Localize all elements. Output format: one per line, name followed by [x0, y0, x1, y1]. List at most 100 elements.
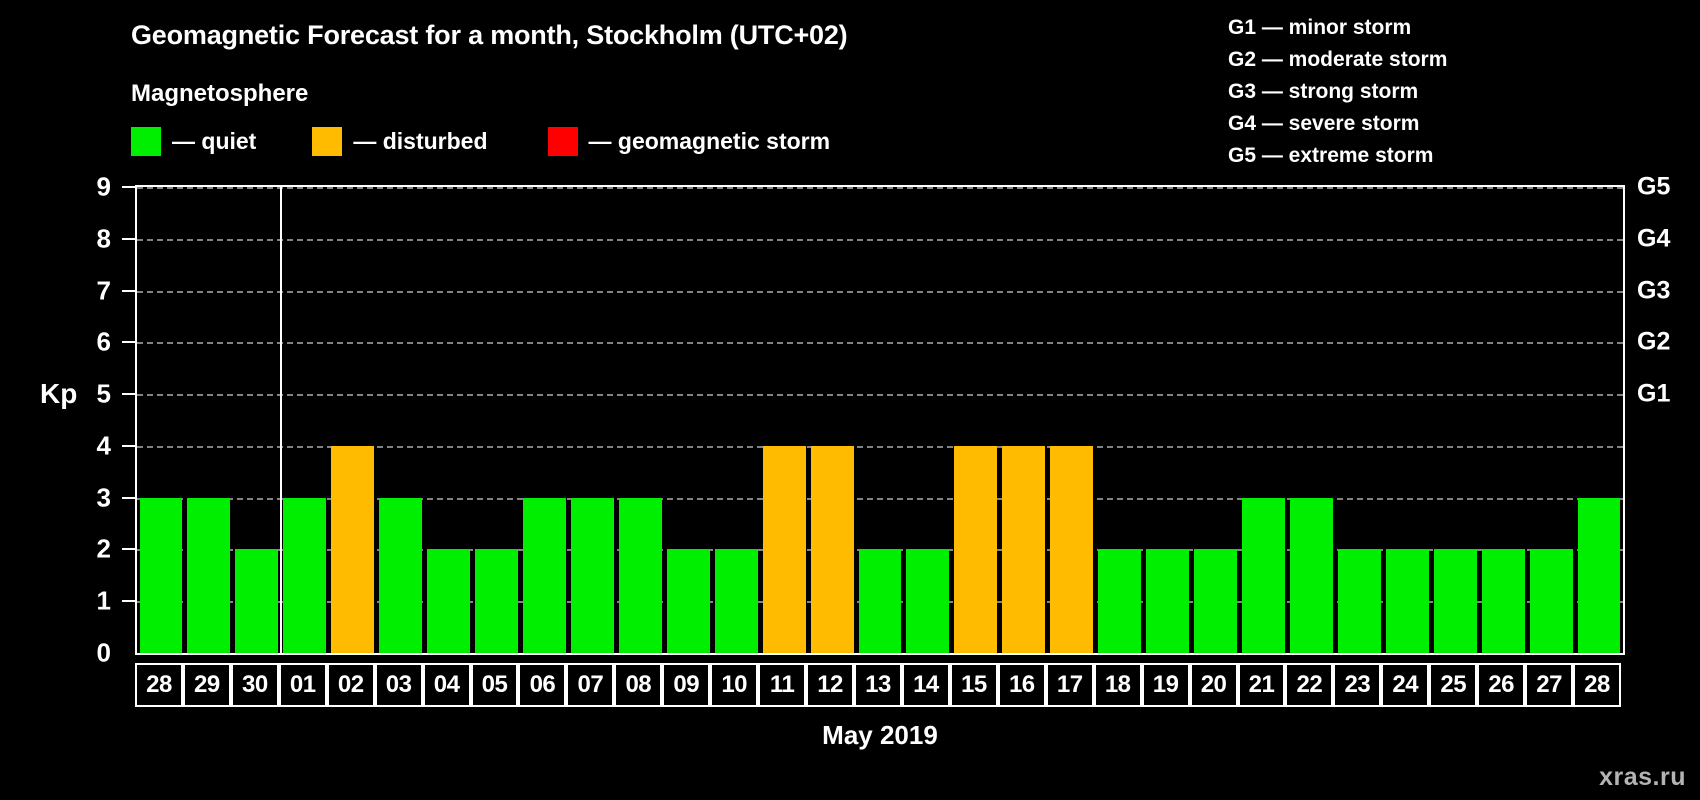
y-tick-label-8: 8: [96, 223, 111, 254]
y-tick-mark: [122, 548, 135, 551]
bar-02[interactable]: [331, 445, 375, 653]
bar-19[interactable]: [1146, 549, 1190, 653]
bar-06[interactable]: [522, 497, 566, 653]
date-label-9[interactable]: 07: [566, 663, 615, 707]
gridline: [137, 238, 1623, 241]
bar-08[interactable]: [618, 497, 662, 653]
bar-15[interactable]: [954, 445, 998, 653]
legend-label-geomagnetic-storm: — geomagnetic storm: [588, 127, 831, 154]
bar-17[interactable]: [1050, 445, 1094, 653]
date-label-26[interactable]: 24: [1381, 663, 1430, 707]
g-tick-label-G4: G4: [1637, 224, 1671, 253]
gridline: [137, 290, 1623, 293]
date-label-3[interactable]: 01: [278, 663, 327, 707]
date-label-12[interactable]: 10: [710, 663, 759, 707]
date-label-27[interactable]: 25: [1429, 663, 1478, 707]
bar-13[interactable]: [858, 549, 902, 653]
y-tick-label-7: 7: [96, 275, 111, 306]
bar-24[interactable]: [1385, 549, 1429, 653]
legend-entry-quiet: — quiet: [131, 126, 256, 156]
bar-23[interactable]: [1337, 549, 1381, 653]
bar-18[interactable]: [1098, 549, 1142, 653]
legend-swatch-geomagnetic-storm: [547, 126, 578, 156]
y-tick-mark: [122, 341, 135, 344]
y-tick-label-0: 0: [96, 637, 111, 668]
y-tick-mark: [122, 496, 135, 499]
date-label-11[interactable]: 09: [662, 663, 711, 707]
date-label-14[interactable]: 12: [806, 663, 855, 707]
date-label-10[interactable]: 08: [614, 663, 663, 707]
bar-20[interactable]: [1194, 549, 1237, 653]
date-axis: 28 29 30 01 02 03 04 05 06 07 08 09 10 11 12 13 14 15 16 17…: [135, 663, 1625, 707]
bar-11[interactable]: [762, 445, 806, 653]
x-axis-title: May 2019: [822, 720, 938, 750]
legend-swatch-quiet: [131, 126, 161, 156]
y-tick-mark: [122, 444, 135, 447]
date-label-2[interactable]: 30: [230, 663, 279, 707]
y-tick-mark: [122, 600, 135, 603]
bar-26[interactable]: [1481, 549, 1525, 653]
bar-10[interactable]: [714, 549, 758, 653]
g-scale-legend-row: G2 — moderate storm: [1228, 48, 1448, 71]
date-label-6[interactable]: 04: [422, 663, 471, 707]
bar-04[interactable]: [427, 549, 471, 653]
bar-21[interactable]: [1242, 497, 1285, 653]
bar-28[interactable]: [139, 497, 183, 653]
date-label-8[interactable]: 06: [518, 663, 567, 707]
bar-12[interactable]: [810, 445, 854, 653]
g-tick-label-G2: G2: [1637, 327, 1671, 356]
date-label-19[interactable]: 17: [1045, 663, 1094, 707]
bar-09[interactable]: [666, 549, 710, 653]
g-tick-label-G5: G5: [1637, 172, 1671, 201]
date-label-16[interactable]: 14: [901, 663, 950, 707]
g-scale-legend: G1 — minor storm G2 — moderate storm G3 — …: [1228, 12, 1447, 172]
month-divider-line: [279, 187, 282, 653]
bar-07[interactable]: [570, 497, 614, 653]
date-label-0[interactable]: 28: [135, 663, 183, 707]
bar-14[interactable]: [906, 549, 950, 653]
y-tick-mark: [122, 393, 135, 396]
gridline: [137, 394, 1623, 397]
date-label-25[interactable]: 23: [1333, 663, 1382, 707]
date-label-22[interactable]: 20: [1189, 663, 1238, 707]
date-label-28[interactable]: 26: [1477, 663, 1526, 707]
bar-16[interactable]: [1002, 445, 1046, 653]
date-label-24[interactable]: 22: [1285, 663, 1334, 707]
date-label-21[interactable]: 19: [1141, 663, 1190, 707]
date-label-29[interactable]: 27: [1525, 663, 1574, 707]
bar-27[interactable]: [1529, 549, 1573, 653]
date-label-17[interactable]: 15: [949, 663, 998, 707]
date-label-5[interactable]: 03: [374, 663, 423, 707]
date-label-23[interactable]: 21: [1237, 663, 1286, 707]
bar-28[interactable]: [1577, 497, 1621, 653]
gridline: [137, 445, 1623, 448]
gridline: [137, 342, 1623, 345]
bar-22[interactable]: [1289, 497, 1333, 653]
date-label-18[interactable]: 16: [997, 663, 1046, 707]
bar-01[interactable]: [283, 497, 327, 653]
date-label-30[interactable]: 28: [1573, 663, 1621, 707]
date-label-20[interactable]: 18: [1093, 663, 1142, 707]
y-tick-label-4: 4: [96, 430, 111, 461]
y-tick-label-1: 1: [96, 585, 111, 616]
bar-03[interactable]: [379, 497, 423, 653]
y-tick-label-9: 9: [96, 171, 111, 202]
color-legend: — quiet — disturbed — geomagnetic storm: [131, 126, 830, 156]
y-axis-title: Kp: [40, 378, 78, 409]
plot-inner: [137, 187, 1623, 653]
page-title: Geomagnetic Forecast for a month, Stockh…: [131, 20, 848, 50]
bar-30[interactable]: [235, 549, 279, 653]
date-label-4[interactable]: 02: [326, 663, 375, 707]
legend-label-quiet: — quiet: [172, 127, 257, 154]
y-tick-mark: [122, 186, 135, 188]
date-label-13[interactable]: 11: [758, 663, 807, 707]
bar-05[interactable]: [475, 549, 518, 653]
g-scale-axis: G1 G2 G3 G4 G5: [1631, 173, 1700, 655]
date-label-1[interactable]: 29: [182, 663, 231, 707]
plot-area: [135, 185, 1625, 655]
gridline: [137, 497, 1623, 500]
bar-25[interactable]: [1433, 549, 1477, 653]
bar-29[interactable]: [187, 497, 231, 653]
date-label-7[interactable]: 05: [470, 663, 519, 707]
date-label-15[interactable]: 13: [854, 663, 902, 707]
